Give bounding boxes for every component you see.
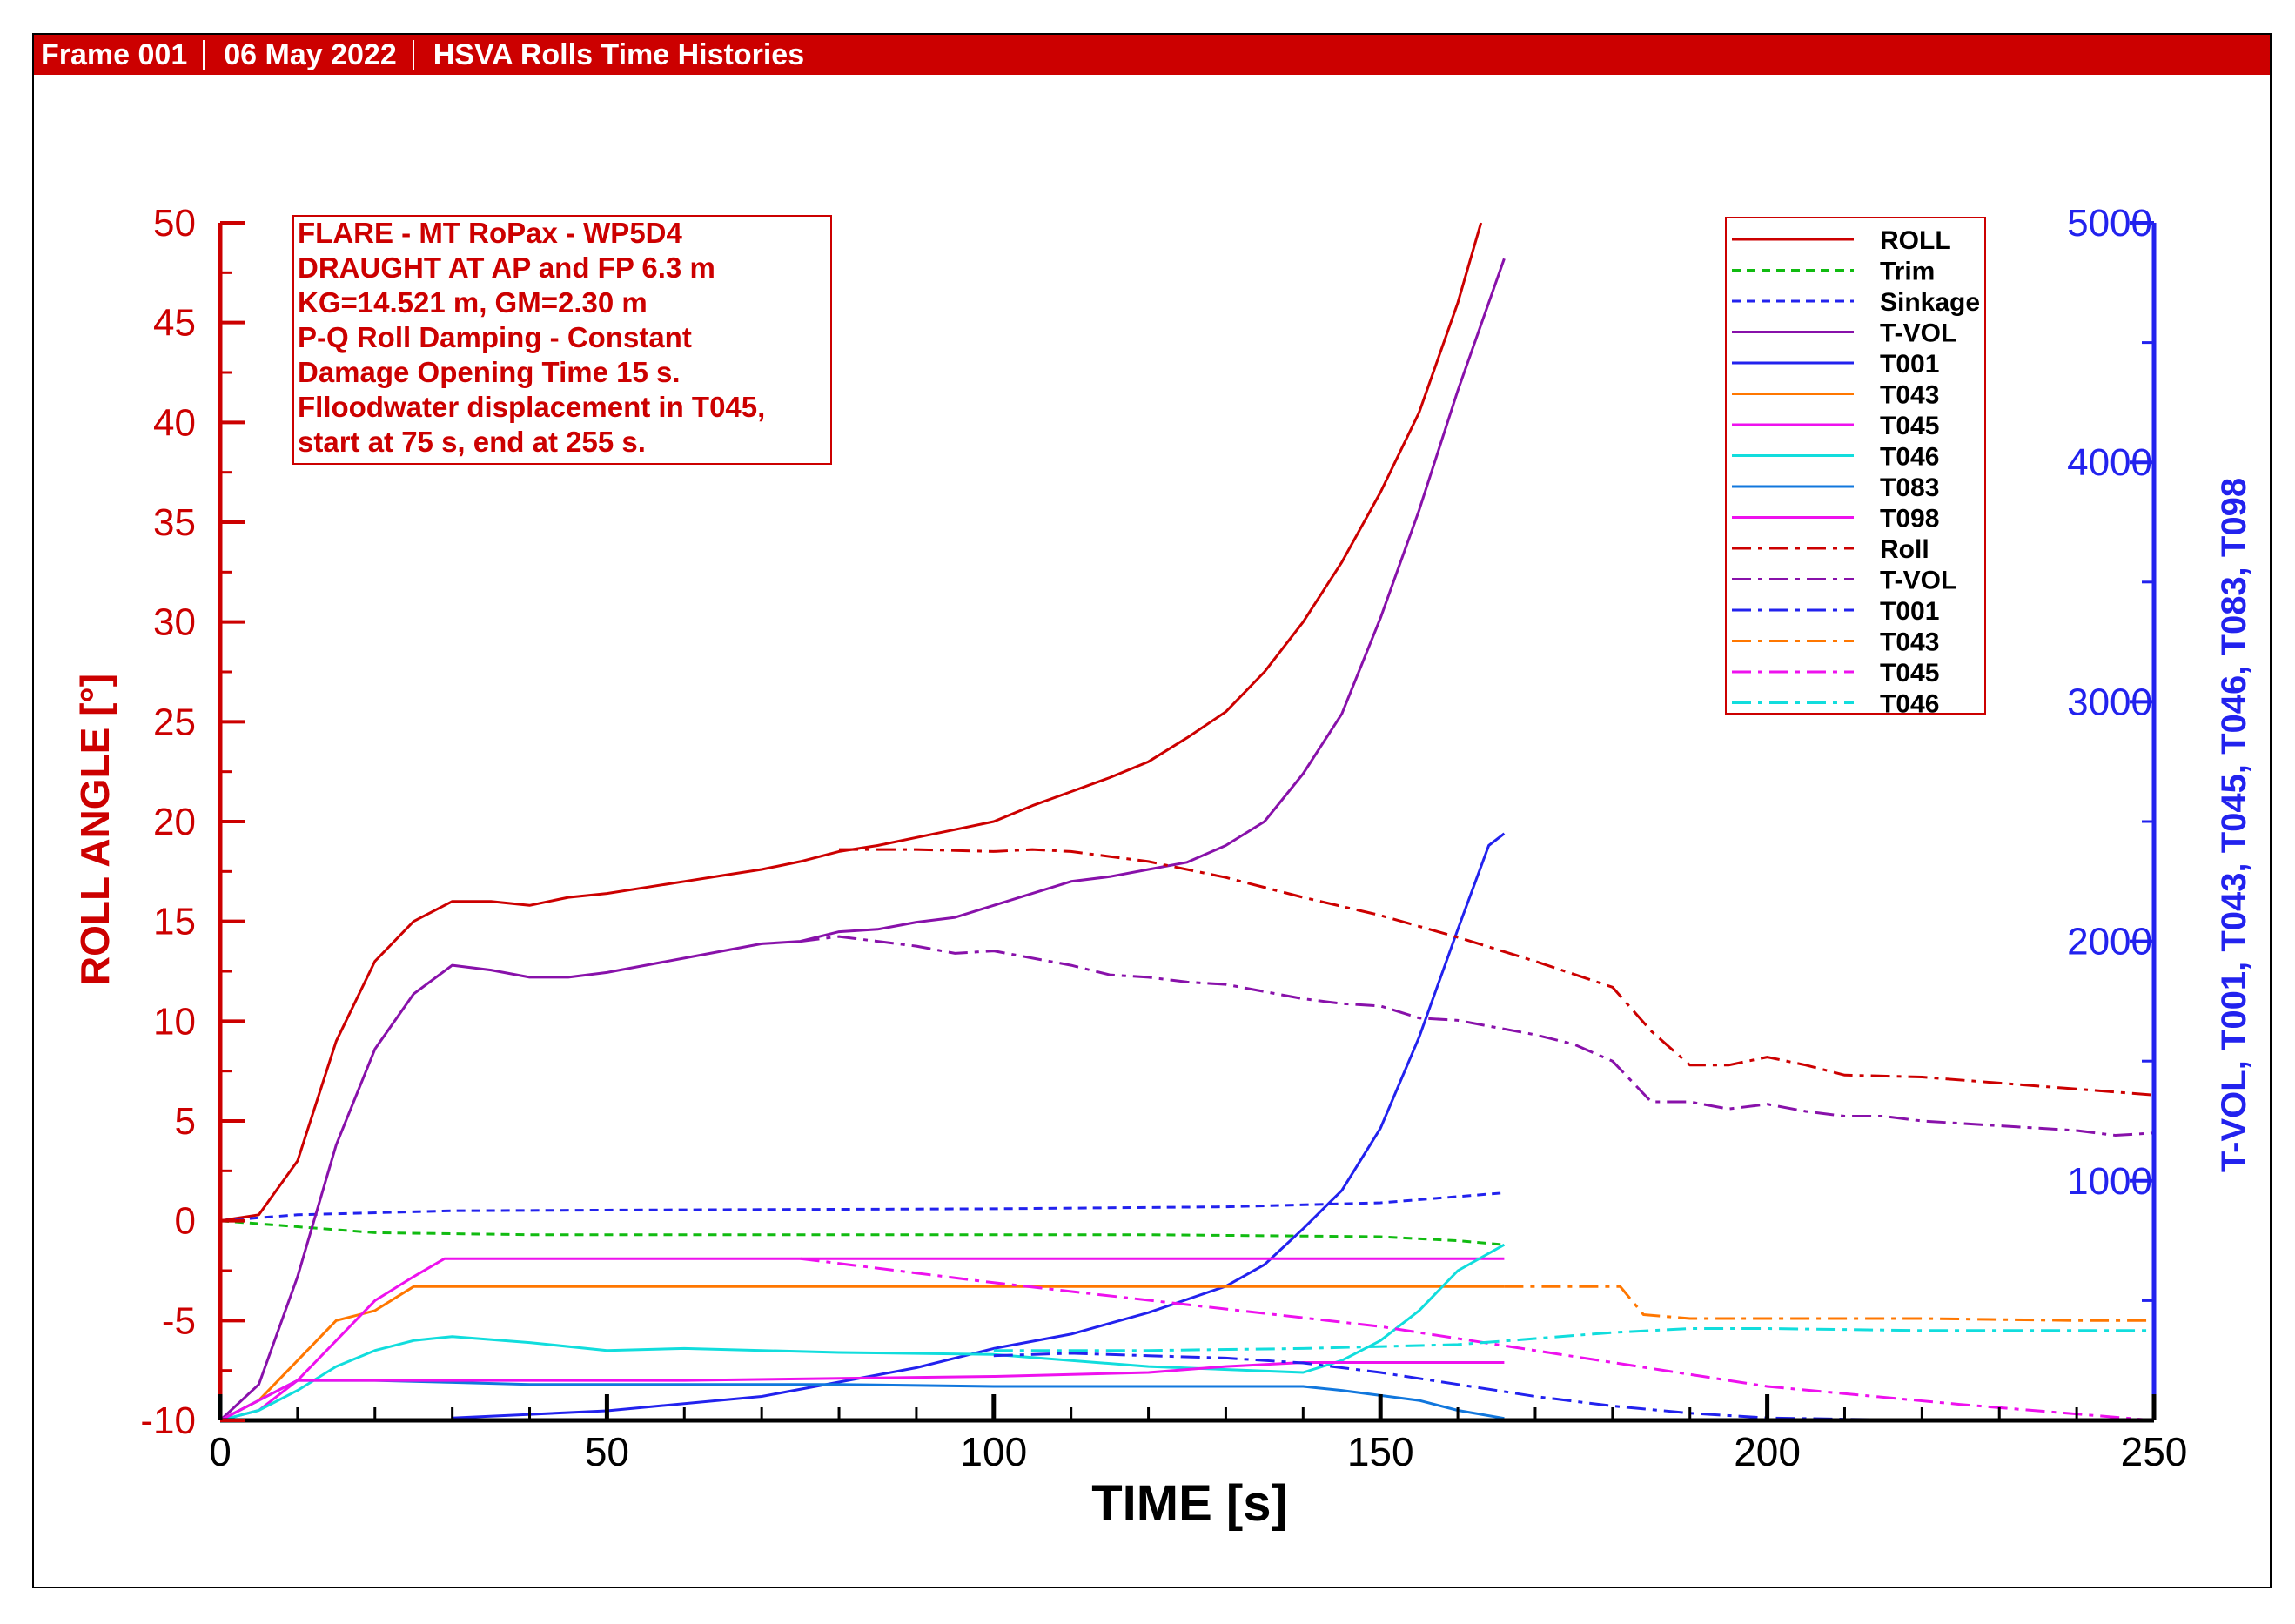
series-line-t083-8 — [219, 1379, 1505, 1422]
y-tick-label: 20 — [153, 801, 196, 843]
legend-label: T046 — [1880, 443, 1939, 472]
frame-date: 06 May 2022 — [224, 37, 397, 71]
y-tick-label: 0 — [175, 1200, 196, 1243]
annotation-line: Damage Opening Time 15 s. — [298, 356, 681, 388]
annotation-line: P-Q Roll Damping - Constant — [298, 321, 692, 353]
y-tick-label: -5 — [162, 1299, 196, 1342]
x-tick-label: 0 — [209, 1429, 232, 1474]
y2-axis-title: T-VOL, T001, T043, T045, T046, T083, T09… — [2215, 478, 2253, 1172]
series-line-t043-5 — [219, 1285, 1505, 1422]
y-axis-title: ROLL ANGLE [°] — [72, 674, 117, 985]
legend-label: T045 — [1880, 412, 1939, 440]
x-tick-label: 50 — [585, 1429, 629, 1474]
header-separator — [203, 40, 205, 70]
series-line-trim-1 — [219, 1219, 1505, 1246]
annotation-line: DRAUGHT AT AP and FP 6.3 m — [298, 252, 715, 284]
series-line-sinkage-2 — [219, 1191, 1505, 1223]
y-tick-label: 15 — [153, 901, 196, 943]
annotation-border — [292, 215, 832, 465]
legend-label: T001 — [1880, 350, 1939, 379]
y2-tick-label: 5000 — [2067, 202, 2152, 245]
header-separator — [412, 40, 414, 70]
chart-legend: ROLLTrimSinkageT-VOLT001T043T045T046T083… — [1725, 217, 1986, 719]
series-line-t-vol-11 — [800, 935, 2155, 1137]
y-tick-label: 35 — [153, 501, 196, 544]
frame-header: Frame 001 06 May 2022 HSVA Rolls Time Hi… — [34, 35, 2270, 75]
x-tick-label: 100 — [960, 1429, 1027, 1474]
legend-label: T043 — [1880, 628, 1939, 657]
frame-title: HSVA Rolls Time Histories — [433, 37, 805, 71]
y-tick-label: 30 — [153, 601, 196, 644]
series-line-roll-0 — [219, 222, 1483, 1223]
legend-label: T-VOL — [1880, 567, 1956, 595]
legend-label: T083 — [1880, 473, 1939, 502]
annotation-line: Flloodwater displacement in T045, — [298, 391, 765, 423]
series-line-t046-7 — [219, 1243, 1506, 1422]
y-tick-label: 40 — [153, 401, 196, 444]
x-tick-label: 150 — [1347, 1429, 1414, 1474]
annotation-line: start at 75 s, end at 255 s. — [298, 426, 646, 458]
y2-tick-label: 1000 — [2067, 1160, 2152, 1203]
y2-tick-label: 2000 — [2067, 921, 2152, 963]
frame-number: Frame 001 — [41, 37, 188, 71]
legend-label: Sinkage — [1880, 288, 1980, 317]
series-line-t046-15 — [993, 1327, 2154, 1352]
legend-label: T043 — [1880, 381, 1939, 410]
legend-label: Roll — [1880, 535, 1929, 564]
y-tick-label: -10 — [140, 1399, 196, 1442]
y-tick-label: 50 — [153, 202, 196, 245]
x-tick-label: 200 — [1734, 1429, 1801, 1474]
series-line-t-vol-3 — [218, 258, 1506, 1422]
legend-label: Trim — [1880, 258, 1935, 286]
series-line-t045-6 — [219, 1257, 1505, 1422]
y2-tick-label: 4000 — [2067, 441, 2152, 484]
x-tick-label: 250 — [2121, 1429, 2188, 1474]
annotation-line: FLARE - MT RoPax - WP5D4 — [298, 217, 683, 249]
legend-label: T098 — [1880, 505, 1939, 534]
series-line-t045-14 — [800, 1257, 2155, 1422]
series-line-t098-9 — [219, 1361, 1505, 1422]
legend-label: T-VOL — [1880, 319, 1956, 348]
y-tick-label: 5 — [175, 1100, 196, 1143]
x-axis-title: TIME [s] — [1091, 1475, 1288, 1532]
series-lines — [218, 222, 2155, 1422]
legend-label: T001 — [1880, 597, 1939, 626]
series-line-t001-4 — [452, 832, 1506, 1419]
legend-label: ROLL — [1880, 226, 1951, 255]
series-line-t043-13 — [1504, 1285, 2154, 1322]
y-tick-label: 25 — [153, 701, 196, 743]
case-annotation-box: FLARE - MT RoPax - WP5D4 DRAUGHT AT AP a… — [292, 215, 832, 465]
legend-label: T046 — [1880, 690, 1939, 719]
y2-tick-label: 3000 — [2067, 681, 2152, 723]
y-tick-label: 10 — [153, 1000, 196, 1043]
axes: -10-505101520253035404550100020003000400… — [140, 202, 2187, 1474]
annotation-line: KG=14.521 m, GM=2.30 m — [298, 286, 648, 319]
y-tick-label: 45 — [153, 302, 196, 345]
legend-label: T045 — [1880, 659, 1939, 688]
series-line-roll-10 — [839, 848, 2155, 1097]
